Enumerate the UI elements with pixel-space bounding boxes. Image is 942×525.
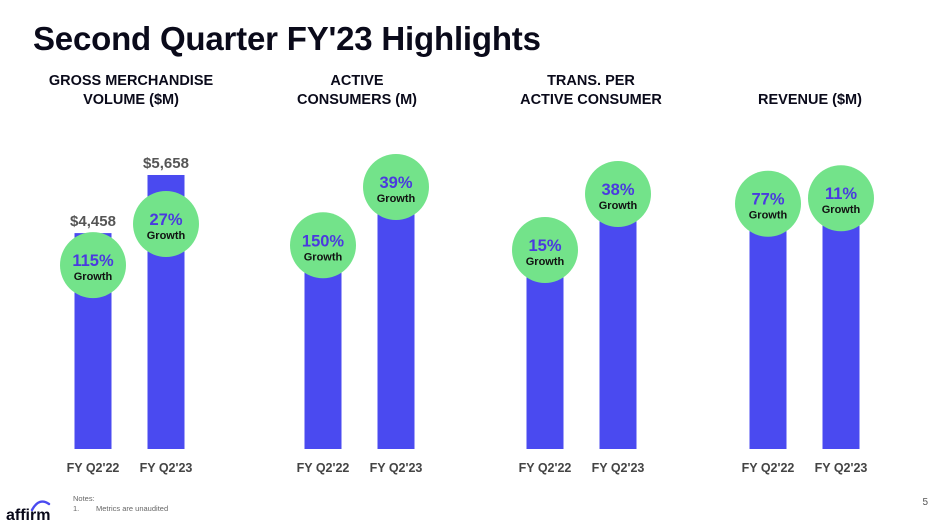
trans-per-consumer-growth-word-1: Growth [526, 256, 565, 268]
active-consumers-growth-badge-2 [363, 153, 429, 220]
gmv-category-label-1: FY Q2'22 [67, 461, 120, 475]
active-consumers-growth-badge-1 [290, 212, 356, 279]
page-title: Second Quarter FY'23 Highlights [33, 20, 541, 57]
revenue-title-line-1: REVENUE ($M) [758, 92, 862, 108]
active-consumers-title-line-2: CONSUMERS (M) [296, 92, 418, 108]
revenue-chart-title: REVENUE ($M) [700, 70, 920, 110]
gmv-growth-badge-1 [60, 232, 126, 299]
gmv-category-label-2: FY Q2'23 [140, 461, 193, 475]
notes-label: Notes: [73, 494, 95, 503]
gmv-growth-pct-1: 115% [72, 252, 114, 270]
gmv-growth-word-2: Growth [147, 230, 186, 242]
active-consumers-growth-word-2: Growth [377, 193, 416, 205]
active-consumers-category-label-2: FY Q2'23 [370, 461, 423, 475]
note-number: 1. [73, 504, 80, 513]
active-consumers-category-label-1: FY Q2'22 [297, 461, 350, 475]
gmv-chart-title: GROSS MERCHANDISE VOLUME ($M) [21, 70, 241, 110]
trans-per-consumer-bar-2 [599, 182, 637, 449]
page-number: 5 [922, 497, 928, 508]
gmv-growth-badge-2 [133, 190, 199, 257]
revenue-growth-badge-1 [735, 170, 801, 237]
revenue-category-label-1: FY Q2'22 [742, 461, 795, 475]
gmv-title-line-1: GROSS MERCHANDISE [48, 73, 214, 89]
affirm-logo-icon: affirm [6, 500, 50, 524]
trans-per-consumer-category-label-1: FY Q2'22 [519, 461, 572, 475]
trans-per-consumer-growth-badge-1 [512, 216, 578, 283]
gmv-growth-pct-2: 27% [149, 211, 182, 229]
active-consumers-growth-word-1: Growth [304, 251, 343, 263]
trans-per-consumer-growth-badge-2 [585, 160, 651, 227]
trans-per-consumer-growth-pct-1: 15% [528, 237, 561, 255]
gmv-value-label-1: $4,458 [70, 213, 116, 230]
trans-title-line-2: ACTIVE CONSUMER [520, 92, 662, 108]
trans-title-line-1: TRANS. PER [547, 73, 635, 89]
revenue-growth-pct-1: 77% [751, 191, 784, 209]
gmv-value-label-2: $5,658 [143, 155, 189, 172]
trans-per-consumer-bar-1 [526, 258, 564, 449]
trans-per-consumer-growth-pct-2: 38% [601, 181, 634, 199]
trans-per-consumer-chart-title: TRANS. PER ACTIVE CONSUMER [481, 70, 701, 110]
note-item: 1. Metrics are unaudited [73, 504, 168, 513]
active-consumers-chart-title: ACTIVE CONSUMERS (M) [247, 70, 467, 110]
active-consumers-growth-pct-2: 39% [379, 174, 412, 192]
logo-text: affirm [6, 507, 50, 524]
active-consumers-bar-2 [377, 174, 415, 450]
gmv-growth-word-1: Growth [74, 271, 113, 283]
revenue-growth-word-2: Growth [822, 204, 861, 216]
revenue-growth-pct-2: 11% [825, 185, 857, 203]
active-consumers-growth-pct-1: 150% [302, 232, 345, 250]
revenue-bar-1 [749, 212, 787, 449]
revenue-growth-badge-2 [808, 165, 874, 232]
gmv-title-line-2: VOLUME ($M) [83, 92, 179, 108]
trans-per-consumer-category-label-2: FY Q2'23 [592, 461, 645, 475]
active-consumers-bar-1 [304, 252, 342, 449]
revenue-growth-word-1: Growth [749, 210, 788, 222]
revenue-category-label-2: FY Q2'23 [815, 461, 868, 475]
note-text: Metrics are unaudited [96, 504, 169, 513]
active-consumers-title-line-1: ACTIVE [330, 73, 384, 89]
trans-per-consumer-growth-word-2: Growth [599, 200, 638, 212]
